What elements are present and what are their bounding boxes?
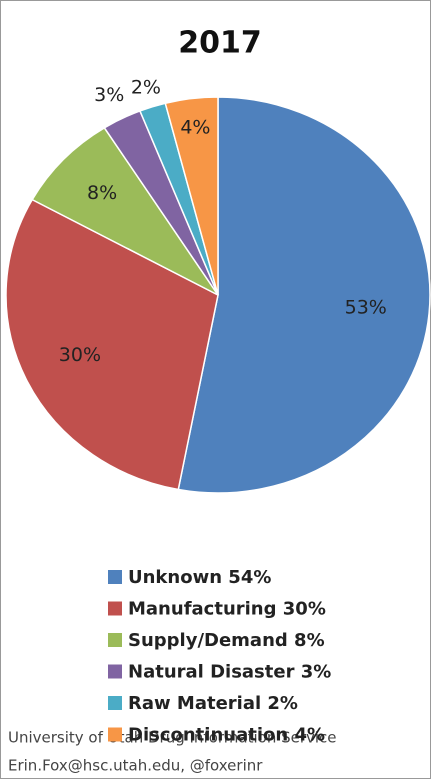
pie-slice [177,96,431,494]
data-label: 3% [94,84,124,106]
data-label: 4% [180,117,210,139]
legend-label: Natural Disaster 3% [128,662,331,683]
data-label: 53% [345,297,387,319]
legend-swatch [108,601,122,616]
pie-slice [164,96,219,296]
legend-label: Manufacturing 30% [128,599,326,620]
legend-label: Unknown 54% [128,567,271,588]
data-label: 8% [87,182,117,204]
legend-label: Supply/Demand 8% [128,630,325,651]
legend-swatch [108,570,122,584]
legend-label: Discontinuation 4% [128,725,325,746]
data-label: 2% [131,76,161,98]
pie-slice [5,198,219,491]
footer-line: University of Utah Drug Information Serv… [8,729,337,747]
legend-label: Raw Material 2% [128,693,298,714]
legend-swatch [108,696,122,710]
chart-title: 2017 [178,26,262,61]
legend-swatch [108,664,122,679]
legend-swatch [108,633,122,647]
footer-line: Erin.Fox@hsc.utah.edu, @foxerinr [8,757,263,775]
data-label: 30% [59,344,101,366]
pie-slice [31,126,219,296]
legend-swatch [108,727,122,742]
